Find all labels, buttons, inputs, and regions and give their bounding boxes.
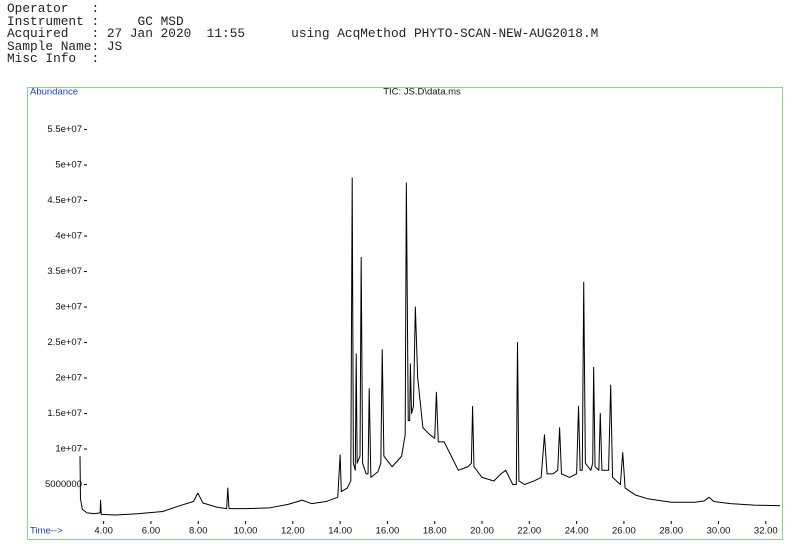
x-tick-label: 14.00 <box>328 526 352 537</box>
x-tick-label: 8.00 <box>189 526 208 537</box>
x-tick-label: 28.00 <box>659 526 683 537</box>
x-tick-label: 32.00 <box>754 526 778 537</box>
x-tick-label: 18.00 <box>423 526 447 537</box>
plot-frame <box>27 87 783 540</box>
x-axis-label: Time--> <box>30 526 63 537</box>
header-line: Instrument : GC MSD <box>7 13 184 29</box>
x-tick-label: 26.00 <box>612 526 636 537</box>
x-tick-label: 10.00 <box>234 526 258 537</box>
y-tick-label: 5000000 <box>45 479 82 490</box>
y-tick-label: 5e+07 <box>55 160 82 171</box>
y-tick-label: 3.5e+07 <box>47 266 82 277</box>
x-tick-label: 22.00 <box>517 526 541 537</box>
x-tick-label: 12.00 <box>281 526 305 537</box>
y-tick-label: 1.5e+07 <box>47 408 82 419</box>
x-tick-label: 4.00 <box>94 526 113 537</box>
x-tick-label: 24.00 <box>565 526 589 537</box>
x-tick-label: 6.00 <box>142 526 161 537</box>
x-tick-label: 16.00 <box>376 526 400 537</box>
header-line: Sample Name: JS <box>7 38 123 54</box>
header-line: Operator : <box>7 1 100 16</box>
header: Operator : Instrument : GC MSD Acquired … <box>7 1 599 67</box>
x-tick-label: 30.00 <box>707 526 731 537</box>
y-tick-label: 3e+07 <box>55 302 82 313</box>
chart-title: TIC: JS.D\data.ms <box>383 87 461 98</box>
header-line: Misc Info : <box>7 51 100 67</box>
y-tick-label: 5.5e+07 <box>47 124 82 135</box>
y-tick-label: 4.5e+07 <box>47 195 82 206</box>
y-tick-label: 1e+07 <box>55 444 82 455</box>
trace <box>79 177 781 516</box>
y-tick-label: 2.5e+07 <box>47 337 82 348</box>
header-line: Acquired : 27 Jan 2020 11:55 using AcqMe… <box>7 26 599 42</box>
y-tick-label: 4e+07 <box>55 231 82 242</box>
y-tick-label: 2e+07 <box>55 373 82 384</box>
x-tick-label: 20.00 <box>470 526 494 537</box>
y-axis-label: Abundance <box>30 87 78 98</box>
